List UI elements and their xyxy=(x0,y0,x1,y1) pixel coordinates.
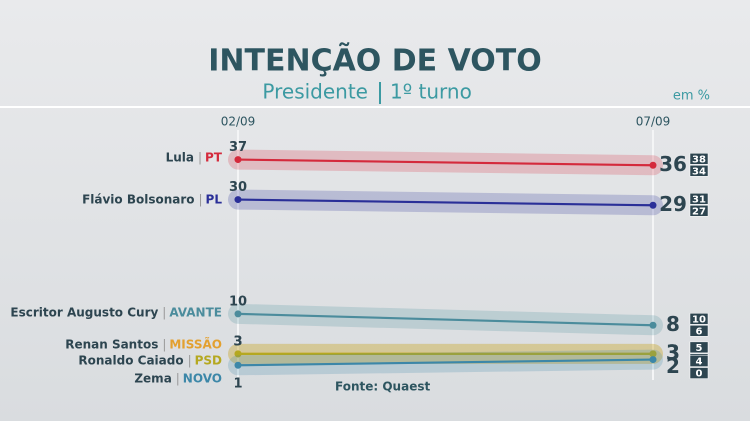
candidate-name: Zema xyxy=(134,372,171,386)
range-high: 4 xyxy=(696,357,703,368)
range-high: 38 xyxy=(692,154,706,165)
range-box xyxy=(689,367,709,379)
separator: | xyxy=(198,151,202,165)
candidate-name: Lula xyxy=(166,151,194,165)
range-low: 34 xyxy=(692,166,706,177)
party: PSD xyxy=(195,354,222,368)
point xyxy=(649,350,657,358)
party: NOVO xyxy=(183,372,222,386)
line xyxy=(237,198,654,207)
range-box xyxy=(689,341,709,354)
separator: | xyxy=(162,306,166,320)
line xyxy=(237,312,654,327)
candidate-name: Flávio Bolsonaro xyxy=(82,193,194,207)
start-value-label: 3 xyxy=(233,334,242,349)
start-value-label: 30 xyxy=(229,180,247,195)
line xyxy=(237,158,654,167)
separator: | xyxy=(176,372,180,386)
end-value-label: 29 xyxy=(659,192,687,216)
chart-title: INTENÇÃO DE VOTO xyxy=(208,42,542,79)
end-value-label: 3 xyxy=(666,340,680,364)
separator: | xyxy=(199,193,203,207)
round: 1º turno xyxy=(390,80,472,104)
point xyxy=(234,156,242,164)
point xyxy=(234,361,242,369)
point xyxy=(649,161,657,169)
x-tick-label: 07/09 xyxy=(636,115,671,129)
candidate-name: Escritor Augusto Cury xyxy=(10,306,158,320)
point xyxy=(234,310,242,318)
unit: em % xyxy=(673,89,710,104)
start-value-label: 3 xyxy=(233,334,242,349)
range-high: 5 xyxy=(696,343,703,354)
x-tick-label: 02/09 xyxy=(221,115,256,129)
start-value-label: 1 xyxy=(233,377,242,392)
point xyxy=(649,201,657,209)
range-box xyxy=(689,205,709,217)
separator: | xyxy=(162,338,166,352)
end-value-label: 2 xyxy=(666,354,680,378)
point xyxy=(234,350,242,358)
point xyxy=(649,321,657,329)
point xyxy=(649,356,657,364)
candidate-name: Renan Santos xyxy=(65,338,158,352)
source: Fonte: Quaest xyxy=(335,380,430,394)
range-box xyxy=(689,355,709,367)
party: AVANTE xyxy=(169,306,222,320)
end-value-label: 3 xyxy=(666,340,680,364)
subtitle: Presidente xyxy=(262,80,368,104)
candidate-name: Ronaldo Caiado xyxy=(78,354,183,368)
start-value-label: 10 xyxy=(229,294,247,309)
range-box xyxy=(689,313,709,325)
range-box xyxy=(689,193,709,205)
range-box xyxy=(689,325,709,337)
range-box xyxy=(689,153,709,165)
party: PT xyxy=(205,151,223,165)
range-low: 0 xyxy=(696,369,703,380)
range-high: 31 xyxy=(692,194,706,205)
start-value-label: 37 xyxy=(229,140,247,155)
range-low: 6 xyxy=(696,326,703,337)
range-box xyxy=(689,165,709,177)
party: PL xyxy=(206,193,223,207)
separator: | xyxy=(188,354,192,368)
end-value-label: 8 xyxy=(666,312,680,336)
party: MISSÃO xyxy=(169,337,222,352)
end-value-label: 36 xyxy=(659,152,687,176)
point xyxy=(234,196,242,204)
range-high: 10 xyxy=(692,314,706,325)
line xyxy=(237,358,654,367)
range-low: 27 xyxy=(692,206,706,217)
